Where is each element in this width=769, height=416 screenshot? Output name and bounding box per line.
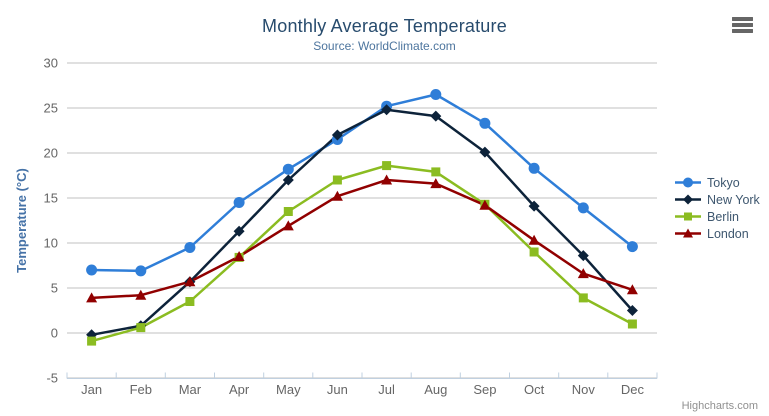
y-axis-label: 30: [44, 56, 58, 71]
x-axis-label: Dec: [621, 382, 645, 397]
point-london-feb[interactable]: [135, 289, 147, 300]
x-axis-label: Jun: [327, 382, 348, 397]
y-axis-label: 20: [44, 146, 58, 161]
point-new-york-aug[interactable]: [430, 110, 442, 122]
point-berlin-feb[interactable]: [136, 323, 146, 333]
x-axis-label: Feb: [130, 382, 152, 397]
hamburger-menu-icon: [732, 17, 753, 21]
legend-label: Tokyo: [707, 175, 740, 190]
point-london-jun[interactable]: [331, 190, 343, 201]
point-tokyo-nov[interactable]: [577, 202, 589, 214]
point-tokyo-oct[interactable]: [528, 162, 540, 174]
y-axis-label: 5: [51, 281, 58, 296]
legend-item-london[interactable]: London: [675, 225, 760, 242]
y-axis-label: 0: [51, 326, 58, 341]
y-axis-label: 10: [44, 236, 58, 251]
point-new-york-sep[interactable]: [479, 146, 491, 158]
x-axis-label: Mar: [179, 382, 202, 397]
series-line-london[interactable]: [90, 178, 634, 300]
point-tokyo-dec[interactable]: [626, 241, 638, 253]
point-london-apr[interactable]: [233, 251, 245, 261]
x-axis-label: Nov: [572, 382, 596, 397]
chart-title: Monthly Average Temperature: [262, 16, 507, 36]
hamburger-menu-icon: [732, 29, 753, 33]
legend-marker-diamond-icon: [675, 194, 701, 205]
hamburger-menu-icon: [732, 23, 753, 27]
context-menu-button[interactable]: [732, 17, 753, 33]
legend-marker-triangle-icon: [675, 228, 701, 238]
point-tokyo-mar[interactable]: [184, 242, 196, 253]
point-new-york-jul[interactable]: [381, 104, 393, 116]
point-london-aug[interactable]: [430, 178, 442, 189]
legend-item-tokyo[interactable]: Tokyo: [675, 174, 760, 191]
point-london-may[interactable]: [282, 220, 294, 231]
point-new-york-oct[interactable]: [528, 200, 540, 212]
point-london-jul[interactable]: [381, 174, 393, 185]
point-london-sep[interactable]: [479, 199, 491, 210]
legend-label: New York: [707, 192, 760, 207]
y-axis-label: 25: [44, 101, 58, 116]
legend-item-new-york[interactable]: New York: [675, 191, 760, 208]
legend-marker-circle-icon: [675, 177, 701, 188]
point-london-jan[interactable]: [86, 292, 98, 303]
point-london-nov[interactable]: [577, 268, 589, 279]
point-berlin-nov[interactable]: [578, 293, 588, 303]
point-berlin-may[interactable]: [283, 207, 293, 216]
point-tokyo-apr[interactable]: [233, 197, 245, 208]
y-axis-title: Temperature (°C): [14, 168, 29, 273]
point-berlin-oct[interactable]: [529, 247, 539, 257]
point-london-dec[interactable]: [626, 284, 638, 295]
point-berlin-jun[interactable]: [332, 175, 342, 185]
series-line-tokyo[interactable]: [90, 93, 634, 273]
point-london-mar[interactable]: [184, 276, 196, 287]
point-tokyo-may[interactable]: [282, 163, 294, 175]
point-new-york-nov[interactable]: [577, 250, 589, 262]
y-axis-label: 15: [44, 191, 58, 206]
point-tokyo-aug[interactable]: [430, 89, 442, 100]
point-tokyo-jan[interactable]: [86, 264, 98, 276]
point-tokyo-feb[interactable]: [135, 265, 147, 277]
series-line-berlin[interactable]: [90, 164, 634, 343]
highcharts-credit[interactable]: Highcharts.com: [681, 400, 758, 412]
point-berlin-aug[interactable]: [431, 167, 441, 177]
point-berlin-mar[interactable]: [185, 297, 195, 306]
legend: Tokyo New York Berlin London: [675, 174, 760, 242]
point-london-oct[interactable]: [528, 234, 540, 245]
point-berlin-dec[interactable]: [627, 319, 637, 329]
x-axis-label: Aug: [424, 382, 447, 397]
x-axis-label: Jul: [378, 382, 395, 397]
point-berlin-jul[interactable]: [382, 161, 392, 171]
point-tokyo-sep[interactable]: [479, 117, 491, 129]
legend-item-berlin[interactable]: Berlin: [675, 208, 760, 225]
x-axis-label: Apr: [229, 382, 250, 397]
legend-marker-square-icon: [675, 212, 701, 221]
x-axis-label: Oct: [524, 382, 545, 397]
y-axis-label: -5: [46, 371, 58, 386]
legend-label: Berlin: [707, 209, 739, 224]
series-line-new-york[interactable]: [90, 108, 634, 337]
point-new-york-apr[interactable]: [233, 225, 245, 237]
point-new-york-may[interactable]: [282, 174, 294, 186]
x-axis-label: Sep: [473, 382, 496, 397]
point-new-york-dec[interactable]: [626, 305, 638, 316]
point-berlin-jan[interactable]: [87, 336, 97, 346]
x-axis-label: Jan: [81, 382, 102, 397]
point-new-york-jun[interactable]: [331, 129, 343, 141]
chart-subtitle: Source: WorldClimate.com: [313, 39, 456, 53]
legend-label: London: [707, 226, 749, 241]
x-axis-label: May: [276, 382, 301, 397]
